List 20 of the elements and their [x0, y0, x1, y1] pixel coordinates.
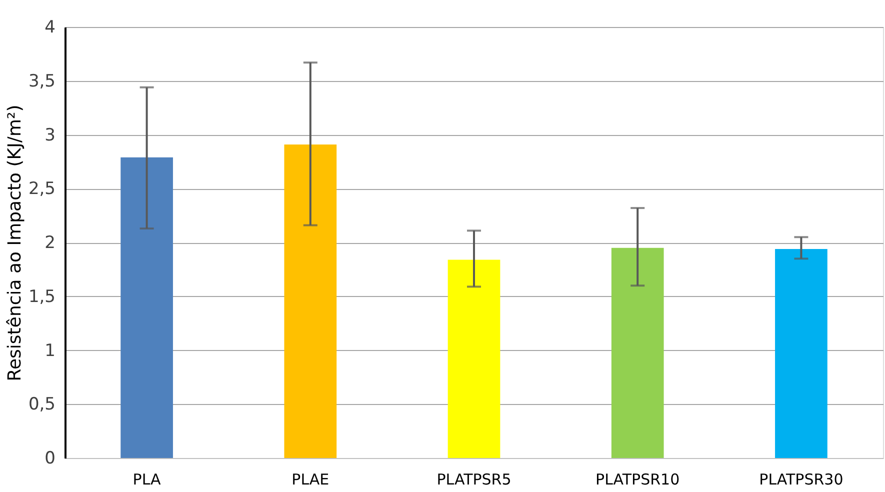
y-tick-label: 0,5	[28, 394, 56, 415]
y-tick-label: 2	[44, 233, 56, 253]
x-tick-label: PLA	[132, 470, 162, 488]
y-tick-label: 1,5	[28, 286, 56, 307]
bar	[775, 248, 828, 458]
bar	[611, 248, 664, 458]
y-tick-label: 4	[44, 18, 56, 38]
x-tick-label: PLATPSR10	[596, 470, 680, 488]
y-tick-label: 3,5	[28, 71, 56, 92]
y-tick-label: 0	[44, 448, 56, 468]
y-tick-label: 1	[44, 340, 56, 361]
bar	[284, 144, 337, 458]
y-tick-label: 2,5	[28, 179, 56, 200]
y-axis-title: Resistência ao Impacto (KJ/m²)	[4, 104, 26, 382]
x-tick-label: PLAE	[292, 470, 330, 488]
x-tick-label: PLATPSR5	[436, 470, 512, 488]
bar	[448, 260, 500, 458]
bar	[120, 157, 173, 458]
y-tick-label: 3	[44, 125, 56, 146]
x-tick-label: PLATPSR30	[759, 470, 844, 488]
